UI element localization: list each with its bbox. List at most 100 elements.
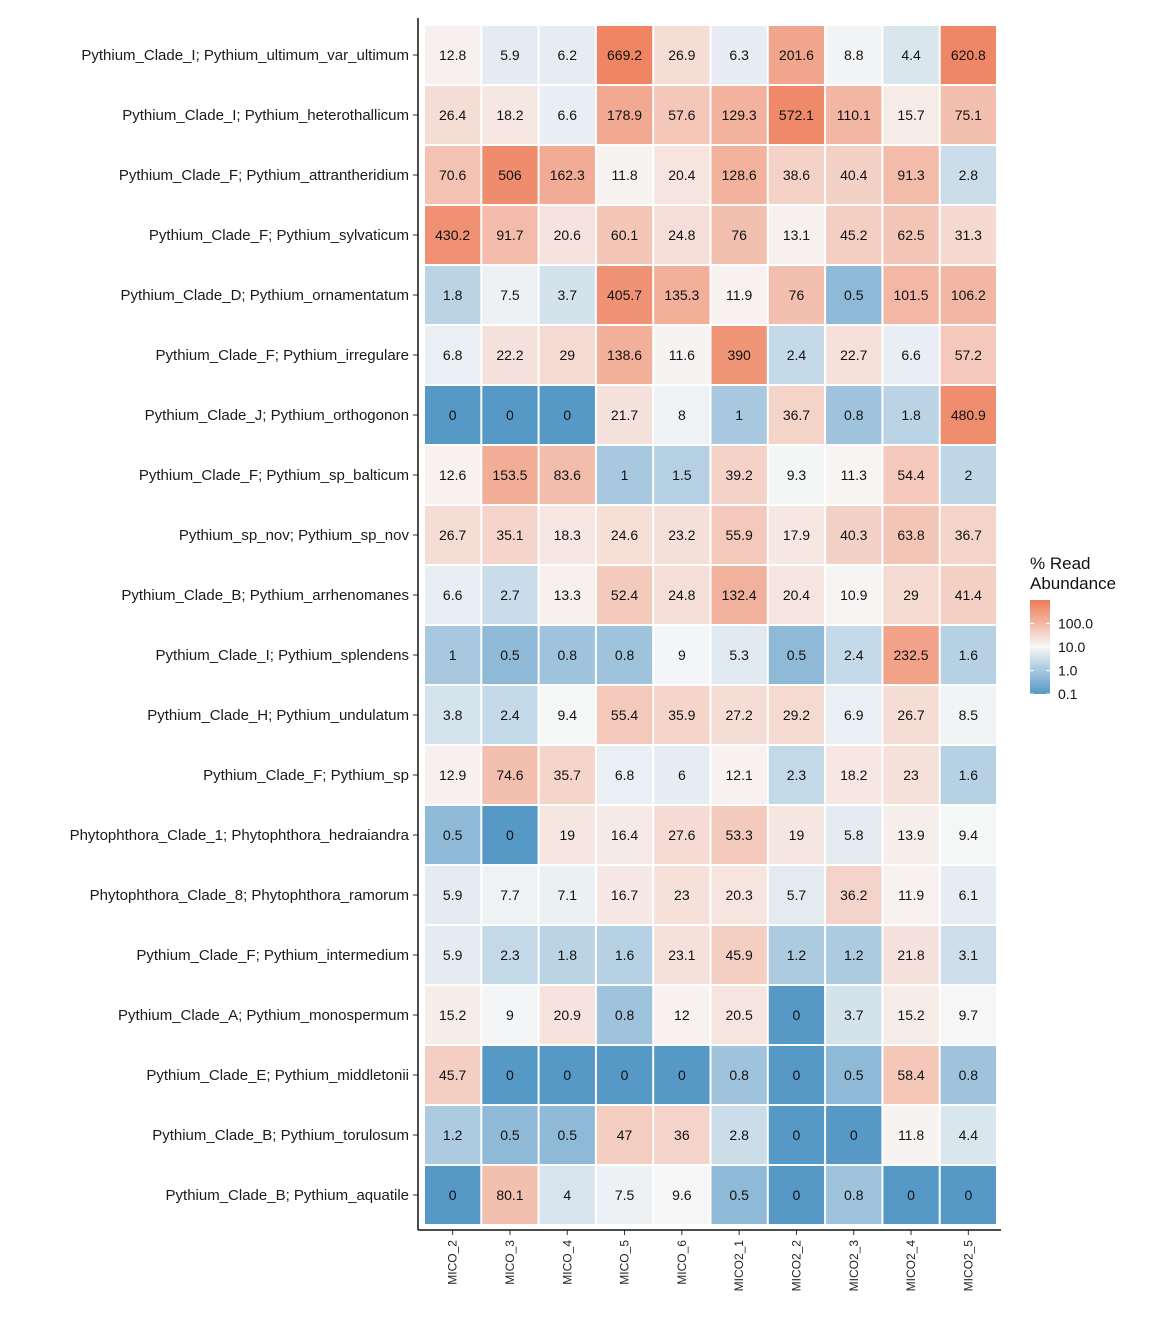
cell-value-label: 0.5: [558, 1127, 578, 1143]
cell-value-label: 13.1: [783, 227, 810, 243]
heatmap-cell: [711, 746, 767, 804]
heatmap-cell: [826, 86, 882, 144]
cell-value-label: 3.8: [443, 707, 463, 723]
cell-value-label: 23: [903, 767, 919, 783]
cell-value-label: 3.7: [844, 1007, 864, 1023]
heatmap-cell: [711, 986, 767, 1044]
cell-value-label: 39.2: [726, 467, 753, 483]
heatmap-cell: [539, 326, 595, 384]
cell-value-label: 20.5: [726, 1007, 753, 1023]
heatmap-cell: [482, 206, 538, 264]
heatmap-cell: [425, 866, 481, 924]
cell-value-label: 29: [559, 347, 575, 363]
cell-value-label: 18.2: [840, 767, 867, 783]
cell-value-label: 9: [506, 1007, 514, 1023]
cell-value-label: 21.8: [897, 947, 924, 963]
cell-value-label: 41.4: [955, 587, 982, 603]
cell-value-label: 6.9: [844, 707, 864, 723]
cell-value-label: 22.7: [840, 347, 867, 363]
heatmap-cell: [826, 866, 882, 924]
heatmap-cell: [711, 266, 767, 324]
cell-value-label: 12.6: [439, 467, 466, 483]
cell-value-label: 11.8: [611, 167, 637, 183]
cell-value-label: 390: [727, 347, 751, 363]
heatmap-cell: [596, 266, 653, 324]
heatmap-cell: [883, 686, 939, 744]
heatmap-cell: [711, 506, 767, 564]
cell-value-label: 0: [907, 1187, 915, 1203]
cell-value-label: 6.6: [558, 107, 578, 123]
cell-value-label: 18.2: [496, 107, 523, 123]
column-tick-label: MICO2_1: [732, 1240, 746, 1292]
heatmap-cell: [482, 146, 538, 204]
heatmap-cell: [883, 386, 939, 444]
cell-value-label: 9.6: [672, 1187, 692, 1203]
cell-value-label: 83.6: [554, 467, 581, 483]
row-labels: Pythium_Clade_I; Pythium_ultimum_var_ult…: [70, 47, 410, 1204]
cell-value-label: 0.5: [844, 287, 864, 303]
cell-value-label: 11.9: [898, 887, 924, 903]
heatmap-cell: [482, 266, 538, 324]
heatmap-cell: [596, 986, 653, 1044]
cell-value-label: 0.5: [500, 1127, 520, 1143]
heatmap-cell: [425, 86, 481, 144]
row-tick-label: Pythium_Clade_F; Pythium_sylvaticum: [149, 227, 409, 244]
heatmap-cell: [711, 1166, 767, 1224]
heatmap-cell: [596, 326, 653, 384]
cell-value-label: 52.4: [611, 587, 638, 603]
cell-value-label: 0: [678, 1067, 686, 1083]
column-tick-label: MICO2_4: [904, 1240, 918, 1292]
heatmap-cell: [654, 746, 710, 804]
heatmap-cell: [482, 986, 538, 1044]
cell-value-label: 0: [506, 827, 514, 843]
cell-value-label: 47: [617, 1127, 633, 1143]
cell-value-label: 162.3: [550, 167, 585, 183]
heatmap-cell: [940, 206, 996, 264]
heatmap-cell: [711, 686, 767, 744]
cell-value-label: 55.4: [611, 707, 638, 723]
heatmap-cell: [768, 266, 825, 324]
heatmap-cell: [711, 1046, 767, 1104]
cell-value-label: 8: [678, 407, 686, 423]
heatmap-cell: [654, 506, 710, 564]
cell-value-label: 55.9: [726, 527, 753, 543]
cell-value-label: 17.9: [783, 527, 810, 543]
cell-value-label: 0: [563, 1067, 571, 1083]
heatmap-cell: [711, 206, 767, 264]
heatmap-cell: [826, 266, 882, 324]
heatmap-cell: [654, 566, 710, 624]
heatmap-cell: [940, 506, 996, 564]
cell-value-label: 6.8: [443, 347, 463, 363]
heatmap-cell: [482, 26, 538, 84]
cell-value-label: 0: [621, 1067, 629, 1083]
cell-value-label: 106.2: [951, 287, 986, 303]
heatmap-cell: [539, 626, 595, 684]
heatmap-cell: [654, 986, 710, 1044]
heatmap-cell: [482, 506, 538, 564]
cell-value-label: 45.9: [726, 947, 753, 963]
heatmap-cell: [826, 986, 882, 1044]
cell-value-label: 6.6: [901, 347, 921, 363]
heatmap-cell: [654, 1106, 710, 1164]
heatmap-cell: [768, 746, 825, 804]
axes: [413, 18, 1001, 1235]
cell-value-label: 4.4: [901, 47, 921, 63]
heatmap-cell: [940, 806, 996, 864]
cell-value-label: 1: [621, 467, 629, 483]
cell-value-label: 0: [964, 1187, 972, 1203]
heatmap-cell: [826, 926, 882, 984]
heatmap-cell: [883, 866, 939, 924]
heatmap-cell: [482, 1046, 538, 1104]
heatmap-cell: [826, 506, 882, 564]
cell-value-label: 1: [449, 647, 457, 663]
heatmap-cell: [940, 86, 996, 144]
cell-value-label: 2.4: [787, 347, 807, 363]
cell-value-label: 29: [903, 587, 919, 603]
heatmap-cell: [768, 26, 825, 84]
row-tick-label: Pythium_Clade_I; Pythium_heterothallicum: [122, 107, 409, 124]
cell-value-label: 2: [964, 467, 972, 483]
heatmap-cell: [654, 206, 710, 264]
heatmap-cell: [940, 1046, 996, 1104]
legend-tick-label: 0.1: [1058, 686, 1078, 702]
